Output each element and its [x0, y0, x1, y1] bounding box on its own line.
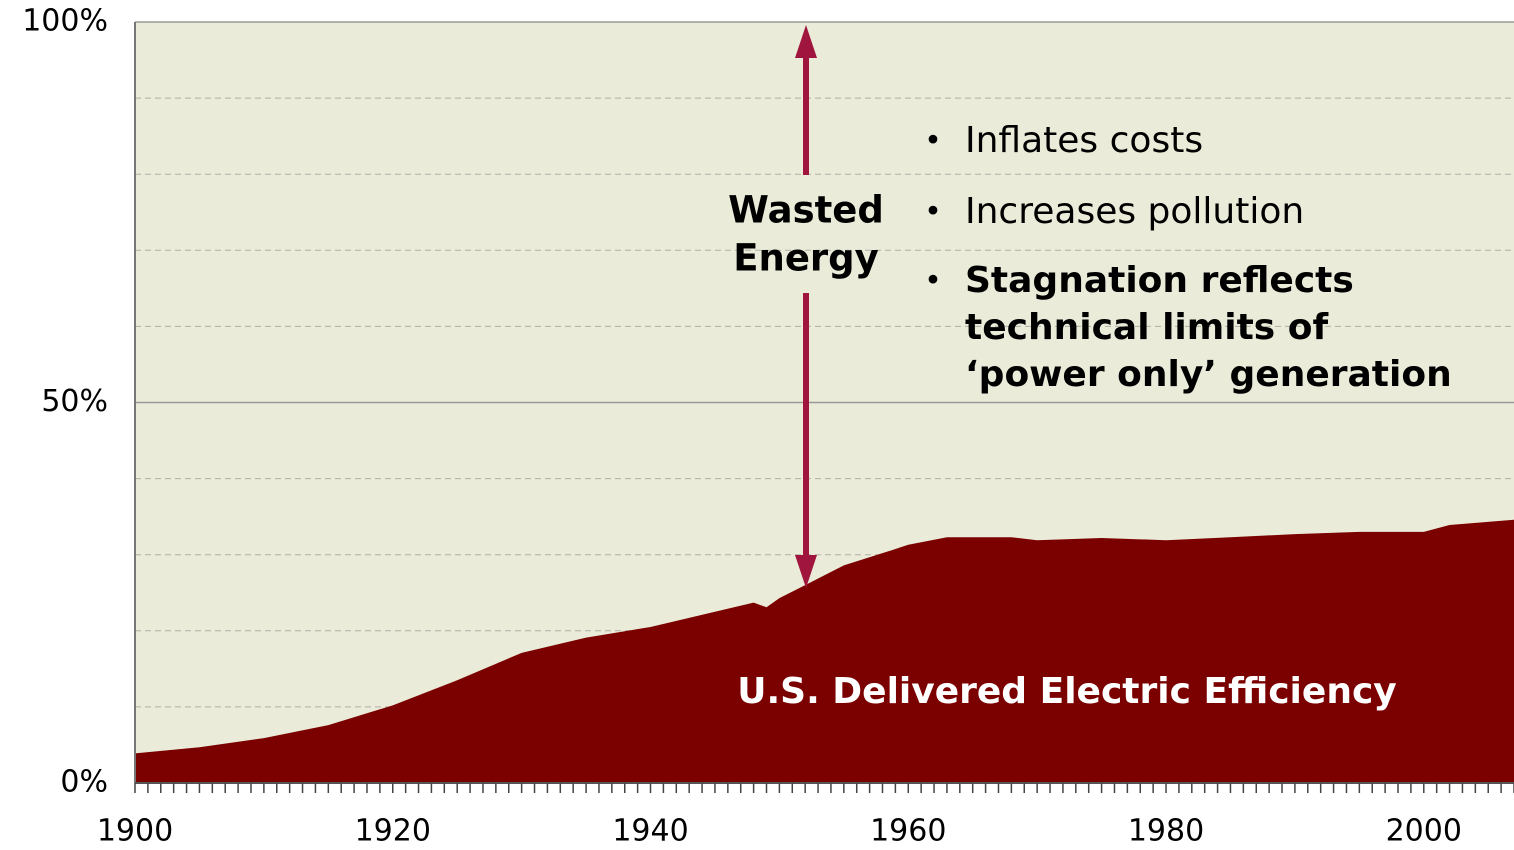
- annotation: Wasted: [728, 189, 884, 232]
- x-tick-label: 1980: [1128, 814, 1204, 849]
- y-tick-label: 50%: [41, 384, 108, 419]
- area-label: U.S. Delivered Electric Efficiency: [737, 671, 1397, 712]
- bullet-dot: •: [924, 124, 942, 159]
- y-tick-label: 100%: [22, 4, 108, 39]
- y-tick-label: 0%: [60, 765, 108, 800]
- x-tick-label: 2000: [1386, 814, 1462, 849]
- x-tick-label: 1900: [97, 814, 173, 849]
- bullet-dot: •: [924, 195, 942, 230]
- bullet-text: Stagnation reflects: [965, 260, 1354, 301]
- annotation: Energy: [733, 237, 879, 280]
- arrow-head: [795, 555, 817, 588]
- bullet-text: Increases pollution: [965, 191, 1304, 232]
- x-tick-label: 1940: [612, 814, 688, 849]
- bullet-text: technical limits of: [965, 307, 1329, 348]
- area: [135, 519, 1514, 783]
- arrow-head: [795, 25, 817, 58]
- bullet-text: Inflates costs: [965, 120, 1203, 161]
- x-tick-label: 1960: [870, 814, 946, 849]
- x-tick-label: 1920: [355, 814, 431, 849]
- bullet-text: ‘power only’ generation: [965, 354, 1452, 395]
- bullet-dot: •: [924, 264, 942, 299]
